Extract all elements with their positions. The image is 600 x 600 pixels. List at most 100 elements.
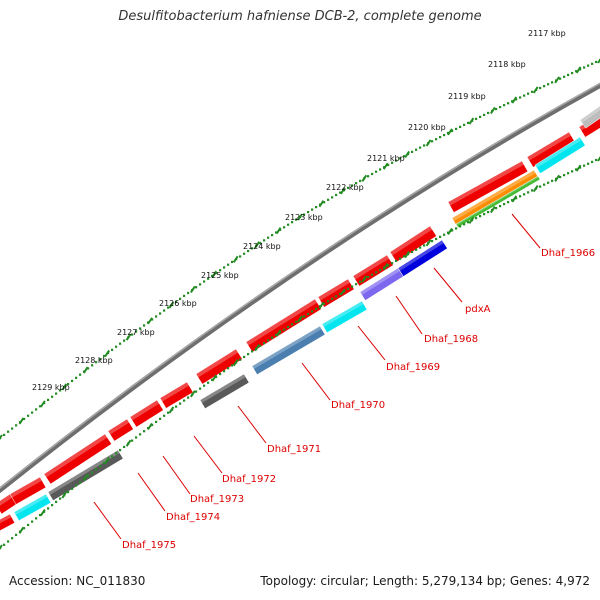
inner-tick	[404, 251, 410, 259]
ruler-dot	[7, 430, 10, 433]
ruler-dot	[459, 125, 462, 128]
inner-ruler-dot	[3, 543, 6, 546]
ruler-dot	[71, 379, 74, 383]
dhaf-1966-accent	[455, 175, 541, 228]
inner-ruler-dot	[87, 474, 90, 477]
forward-cds-block-highlight	[390, 226, 433, 256]
inner-ruler-dot	[591, 160, 594, 163]
inner-ruler-dot	[35, 517, 38, 520]
gene-callout-dhaf-1971[interactable]: Dhaf_1971	[237, 405, 321, 455]
inner-ruler-dot	[267, 339, 270, 342]
ruler-dot	[111, 348, 114, 351]
kbp-tick	[190, 285, 196, 293]
inner-ruler-dot	[435, 237, 438, 241]
accession-text: Accession: NC_011830	[9, 574, 146, 588]
ruler-dot	[223, 266, 226, 269]
gene-label: Dhaf_1973	[190, 494, 244, 505]
ruler-dot	[391, 161, 394, 164]
inner-ruler-dot	[195, 390, 198, 393]
inner-tick	[447, 227, 453, 236]
inner-ruler-dot	[511, 199, 514, 202]
kbp-tick	[318, 200, 325, 208]
gene-callout-dhaf-1975[interactable]: Dhaf_1975	[93, 501, 176, 551]
inner-ruler-dot	[15, 533, 18, 536]
ruler-dot	[479, 115, 482, 118]
inner-ruler-dot	[551, 179, 554, 182]
inner-ruler-dot	[79, 481, 82, 484]
forward-cds-block-highlight	[448, 161, 525, 206]
ruler-dot	[323, 201, 326, 204]
gene-label: Dhaf_1968	[424, 334, 478, 345]
ruler-dot	[163, 309, 166, 312]
inner-ruler-dot	[27, 523, 30, 527]
inner-ruler-dot	[559, 175, 562, 179]
inner-tick	[104, 456, 110, 464]
gene-callout-dhaf-1972[interactable]: Dhaf_1972	[193, 435, 276, 485]
inner-ruler-dot	[467, 221, 470, 224]
kbp-tick	[382, 162, 389, 170]
reverse-cds-block-highlight	[535, 137, 582, 168]
kbp-tick	[125, 333, 132, 341]
inner-ruler-dot	[395, 259, 398, 263]
reverse-cds-block-highlight	[14, 494, 48, 516]
inner-ruler-dot	[183, 399, 186, 402]
inner-tick	[318, 301, 325, 309]
forward-cds-block-highlight	[353, 255, 390, 280]
ruler-dot	[455, 127, 458, 131]
forward-cds-block-highlight	[108, 419, 130, 435]
gene-label: Dhaf_1974	[166, 512, 220, 523]
inner-ruler-dot	[263, 342, 266, 345]
ruler-dot	[399, 157, 402, 160]
ruler-dot	[179, 297, 182, 300]
gene-callout-dhaf-1974[interactable]: Dhaf_1974	[137, 472, 220, 523]
ruler-dot	[367, 175, 370, 178]
inner-ruler-dot	[443, 233, 446, 236]
ruler-dot	[199, 283, 202, 286]
inner-ruler-dot	[483, 212, 486, 216]
inner-ruler-dot	[423, 244, 426, 247]
forward-cds-block-highlight	[130, 400, 160, 421]
gene-callout-dhaf-1973[interactable]: Dhaf_1973	[162, 455, 244, 505]
reverse-strand-genes	[0, 105, 600, 531]
ruler-dot	[531, 90, 534, 93]
kbp-label: 2123 kbp	[285, 213, 323, 222]
reverse-cds-block-highlight	[452, 170, 536, 222]
kbp-tick	[404, 150, 410, 158]
ruler-dot	[243, 252, 246, 255]
inner-ruler-dot	[259, 344, 262, 347]
ruler-dot	[303, 213, 306, 216]
inner-tick-ruler	[0, 156, 600, 550]
kbp-tick	[532, 86, 539, 94]
gene-callout-pdxa[interactable]: pdxA	[433, 267, 491, 315]
inner-tick	[61, 491, 68, 499]
inner-ruler-dot	[175, 405, 178, 408]
inner-ruler-dot	[275, 333, 278, 337]
ruler-dot	[411, 150, 414, 153]
ruler-dot	[511, 100, 514, 103]
gene-callout-dhaf-1968[interactable]: Dhaf_1968	[395, 295, 478, 345]
ruler-dot	[327, 198, 330, 201]
inner-tick	[490, 205, 496, 214]
inner-ruler-dot	[291, 323, 294, 326]
forward-cds-block	[107, 418, 134, 442]
ruler-dot	[99, 358, 102, 361]
inner-ruler-dot	[75, 484, 78, 487]
ruler-dot	[339, 191, 342, 194]
inner-tick	[275, 329, 282, 337]
forward-cds-block-highlight	[318, 279, 351, 301]
inner-ruler-dot	[451, 229, 454, 232]
inner-ruler-dot	[539, 185, 542, 188]
gene-label: Dhaf_1971	[267, 444, 321, 455]
ruler-dot	[91, 364, 94, 367]
ruler-dot	[267, 236, 270, 239]
backbone	[0, 82, 600, 494]
inner-tick	[340, 288, 346, 296]
gene-callout-dhaf-1966[interactable]: Dhaf_1966	[511, 213, 595, 259]
reverse-cds-block	[13, 493, 52, 522]
gene-callout-dhaf-1970[interactable]: Dhaf_1970	[301, 362, 385, 411]
ruler-dot	[547, 83, 550, 86]
ruler-dot	[371, 172, 374, 176]
gene-callout-dhaf-1969[interactable]: Dhaf_1969	[357, 325, 440, 373]
inner-ruler-dot	[287, 325, 290, 329]
forward-cds-block-highlight	[160, 382, 190, 402]
